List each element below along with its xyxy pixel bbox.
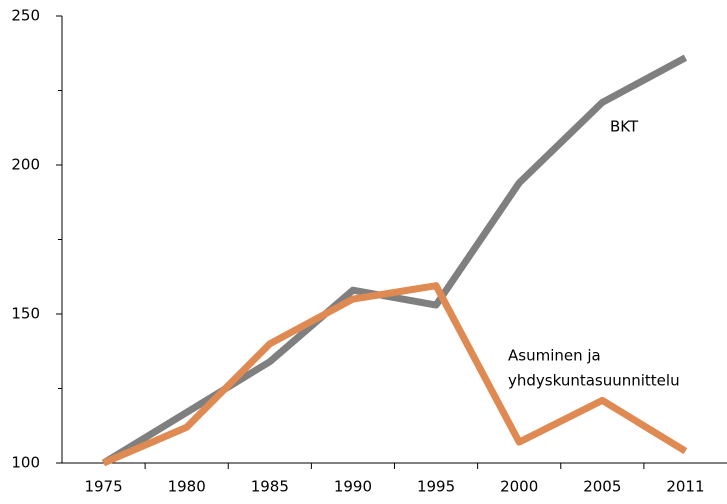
y-tick-label: 100 bbox=[11, 454, 40, 472]
x-tick-label: 1975 bbox=[84, 478, 122, 496]
series-label: Asuminen ja bbox=[508, 347, 601, 365]
series-line bbox=[102, 282, 688, 467]
x-tick-label: 1985 bbox=[251, 478, 289, 496]
x-tick-label: 2005 bbox=[583, 478, 621, 496]
y-tick-label: 150 bbox=[11, 305, 40, 323]
y-tick-label: 250 bbox=[11, 7, 40, 25]
series-label: yhdyskuntasuunnittelu bbox=[508, 372, 680, 390]
x-tick-label: 1980 bbox=[168, 478, 206, 496]
series-line bbox=[101, 54, 688, 466]
series-label: BKT bbox=[610, 118, 639, 136]
x-tick-label: 2011 bbox=[666, 478, 704, 496]
x-tick-label: 1995 bbox=[417, 478, 455, 496]
y-tick-label: 200 bbox=[11, 156, 40, 174]
x-tick-label: 2000 bbox=[500, 478, 538, 496]
x-tick-label: 1990 bbox=[334, 478, 372, 496]
